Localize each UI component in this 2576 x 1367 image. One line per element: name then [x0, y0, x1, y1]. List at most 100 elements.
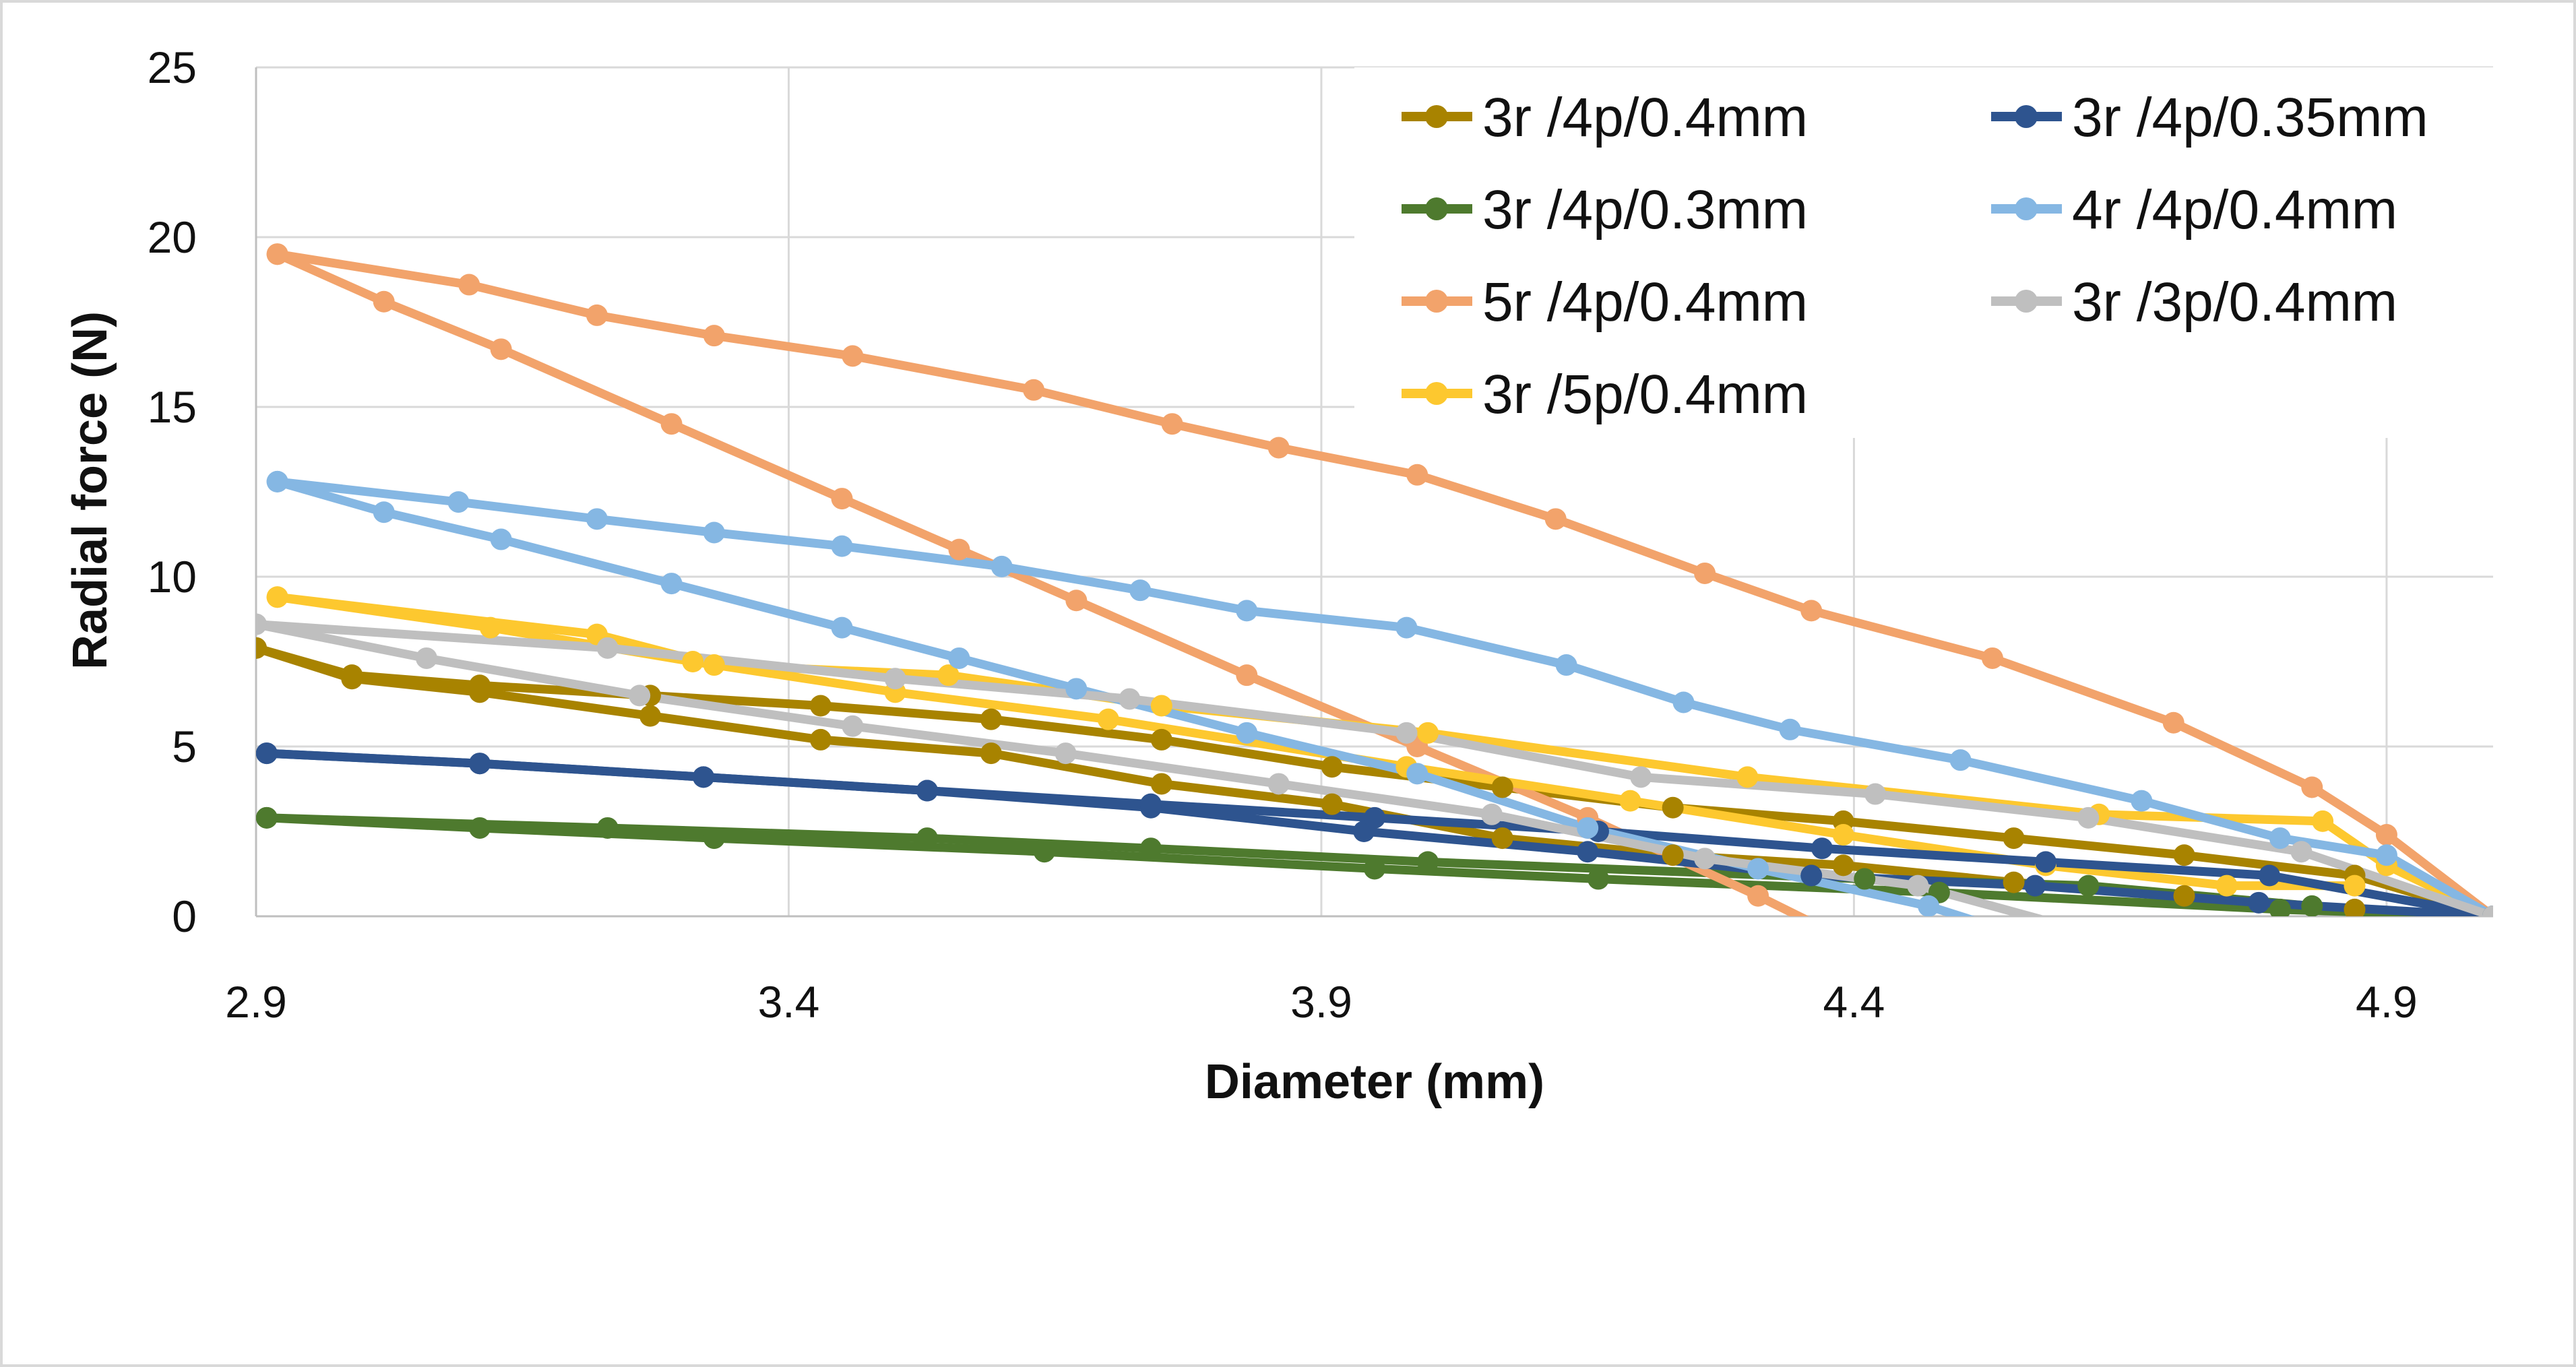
series-line-unloading — [256, 620, 2493, 916]
data-point — [831, 535, 853, 557]
data-point — [447, 491, 470, 513]
x-axis-title: Diameter (mm) — [1205, 1055, 1544, 1109]
data-point — [1577, 817, 1599, 839]
data-point — [266, 243, 288, 265]
data-point — [1023, 379, 1045, 401]
x-tick-label: 4.4 — [1823, 977, 1885, 1027]
data-point — [469, 817, 491, 839]
data-point — [1555, 654, 1577, 676]
x-tick-label: 4.9 — [2356, 977, 2418, 1027]
data-point — [415, 647, 437, 669]
data-point — [2269, 827, 2291, 850]
data-point — [660, 413, 683, 435]
data-point — [703, 654, 725, 676]
data-point — [2290, 841, 2313, 863]
data-point — [1491, 827, 1513, 850]
data-point — [1747, 885, 1769, 907]
data-point — [2077, 806, 2100, 829]
data-point — [1694, 848, 1716, 870]
data-point — [916, 827, 938, 850]
data-point — [2301, 776, 2323, 798]
legend-label: 5r /4p/0.4mm — [1482, 272, 1808, 333]
data-point — [809, 728, 831, 751]
axes — [255, 67, 2493, 918]
data-point — [693, 766, 714, 788]
data-point — [1055, 742, 1077, 765]
data-point — [1140, 837, 1162, 860]
data-point — [1662, 796, 1684, 819]
data-point — [2259, 864, 2280, 887]
data-point — [831, 488, 853, 510]
data-point — [341, 664, 363, 687]
data-point — [1907, 875, 1929, 897]
legend-label: 3r /5p/0.4mm — [1482, 364, 1808, 425]
data-point — [1150, 728, 1172, 751]
data-point — [1694, 562, 1716, 584]
y-tick-label: 0 — [172, 891, 197, 941]
data-point — [1236, 722, 1258, 744]
data-point — [1129, 579, 1152, 602]
data-point — [1417, 851, 1439, 873]
data-point — [2482, 905, 2493, 916]
y-tick-label: 5 — [172, 722, 197, 771]
data-point — [1364, 806, 1385, 829]
data-point — [1236, 664, 1258, 687]
data-point — [1800, 864, 1823, 887]
data-point — [980, 742, 1002, 765]
y-tick-label: 25 — [148, 42, 197, 92]
data-point — [1150, 695, 1172, 717]
data-point — [1395, 616, 1418, 639]
data-point — [1140, 793, 1162, 815]
x-tick-label: 2.9 — [225, 977, 287, 1027]
data-point — [1267, 773, 1290, 795]
data-point — [1736, 766, 1759, 788]
data-point — [809, 695, 831, 717]
data-point — [1630, 766, 1652, 788]
data-point — [2131, 790, 2153, 812]
data-point — [2173, 844, 2195, 866]
legend-label: 4r /4p/0.4mm — [2072, 179, 2397, 241]
data-point — [1097, 708, 1119, 730]
data-point — [1918, 895, 1940, 916]
data-point — [1981, 647, 2003, 669]
data-point — [1065, 678, 1088, 700]
data-point — [586, 304, 608, 326]
data-point — [1588, 868, 1609, 890]
x-tick-label: 3.4 — [758, 977, 820, 1027]
data-point — [2269, 898, 2291, 916]
y-tick-label: 10 — [148, 552, 197, 602]
legend-label: 3r /3p/0.4mm — [2072, 272, 2397, 333]
data-point — [1417, 722, 1439, 744]
data-point — [2003, 827, 2025, 850]
data-point — [1406, 464, 1428, 486]
data-point — [1321, 756, 1343, 778]
data-point — [256, 806, 278, 829]
data-point — [2344, 898, 2366, 916]
data-point — [2077, 875, 2100, 897]
data-point — [2375, 824, 2397, 846]
legend-label: 3r /4p/0.35mm — [2072, 87, 2428, 148]
data-point — [2301, 895, 2323, 916]
data-point — [1832, 824, 1854, 846]
data-point — [1672, 691, 1695, 713]
data-point — [1119, 688, 1141, 710]
x-tick-label: 3.9 — [1290, 977, 1352, 1027]
data-point — [1236, 600, 1258, 622]
data-point — [948, 647, 970, 669]
data-point — [682, 651, 704, 672]
data-point — [1065, 590, 1088, 612]
legend-swatch-marker — [2015, 290, 2038, 313]
y-axis-title: Radial force (N) — [63, 311, 117, 670]
data-point — [948, 538, 970, 561]
data-point — [1395, 722, 1418, 744]
data-point — [1321, 793, 1343, 815]
legend-swatch-marker — [1425, 290, 1448, 313]
data-point — [884, 668, 906, 690]
data-point — [490, 338, 512, 360]
data-point — [1480, 803, 1503, 825]
data-point — [937, 664, 960, 687]
data-point — [703, 521, 725, 544]
tick-labels: 0 5 10 15 20 25 2.9 3.4 3.9 4.4 4.9 — [148, 42, 2418, 1027]
